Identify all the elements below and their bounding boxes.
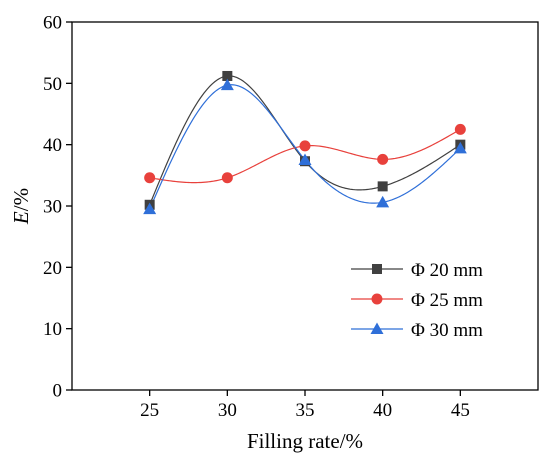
y-tick-label-50: 50 (43, 74, 62, 95)
series-1-point-40 (377, 181, 388, 192)
legend-marker-2 (371, 293, 383, 305)
legend: Φ 20 mm Φ 25 mm Φ 30 mm (351, 260, 483, 341)
series-markers (143, 70, 467, 215)
y-axis-ticks: 0 10 20 30 40 50 60 (43, 13, 72, 402)
x-tick-label-40: 40 (373, 400, 392, 421)
y-axis-title-symbol: E (9, 211, 33, 225)
series-3-point-30 (220, 78, 234, 91)
legend-label-3: Φ 30 mm (411, 320, 483, 341)
series-2-point-35 (299, 140, 311, 152)
legend-label-1: Φ 20 mm (411, 260, 483, 281)
series-3-point-35 (298, 153, 312, 165)
series-3-point-25 (143, 202, 157, 215)
series-1-point-30 (222, 70, 233, 81)
y-tick-label-20: 20 (43, 258, 62, 279)
y-tick-label-30: 30 (43, 197, 62, 218)
series-3-point-40 (376, 195, 390, 208)
y-tick-label-60: 60 (43, 13, 62, 34)
legend-label-2: Φ 25 mm (411, 290, 483, 311)
series-2-point-25 (144, 172, 156, 184)
y-tick-label-40: 40 (43, 135, 62, 156)
x-axis-ticks: 25 30 35 40 45 (140, 390, 470, 421)
legend-marker-3 (370, 322, 384, 334)
y-tick-label-0: 0 (53, 381, 63, 402)
legend-marker-1 (372, 264, 382, 274)
series-1-curve (149, 75, 461, 205)
x-tick-label-35: 35 (296, 400, 315, 421)
x-tick-label-30: 30 (218, 400, 237, 421)
series-2-point-40 (377, 153, 389, 165)
y-axis-title-unit: /% (9, 188, 33, 211)
series-2-point-45 (454, 123, 466, 135)
y-tick-label-10: 10 (43, 319, 62, 340)
x-axis-title: Filling rate/% (247, 429, 363, 453)
y-axis-title: E/% (9, 188, 33, 225)
series-2-point-30 (221, 172, 233, 184)
x-tick-label-45: 45 (451, 400, 470, 421)
x-tick-label-25: 25 (140, 400, 159, 421)
series-3-point-45 (453, 141, 467, 154)
